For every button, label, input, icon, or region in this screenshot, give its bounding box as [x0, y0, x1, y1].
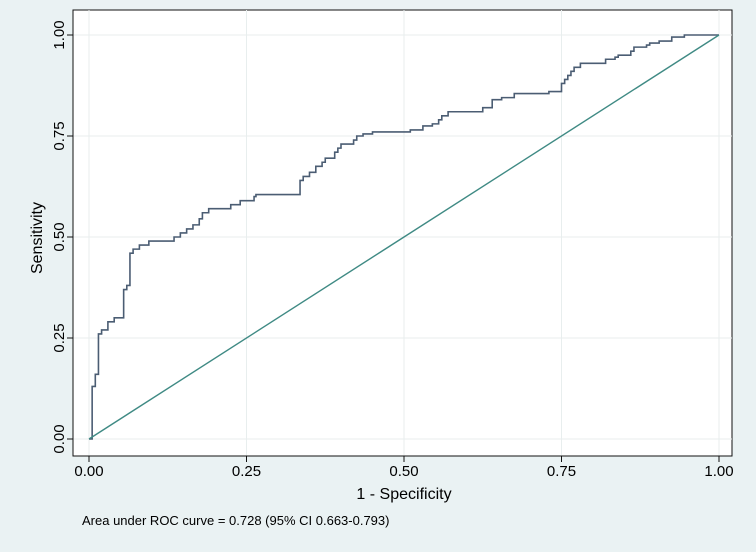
plot-area — [72, 9, 733, 457]
auc-note: Area under ROC curve = 0.728 (95% CI 0.6… — [82, 513, 389, 528]
data-series — [88, 34, 720, 440]
y-tick-label: 0.00 — [51, 424, 68, 453]
reference-line — [88, 34, 720, 440]
x-axis-title: 1 - Specificity — [356, 486, 451, 503]
y-tick-label: 0.25 — [51, 323, 68, 352]
y-axis-title: Sensitivity — [29, 202, 46, 274]
axes — [72, 10, 732, 457]
roc-curve-line — [89, 34, 719, 440]
x-tick-label: 0.25 — [232, 463, 261, 480]
y-axis-ticks: 0.00 0.25 0.50 0.75 1.00 — [51, 20, 73, 454]
x-tick-label: 0.75 — [547, 463, 576, 480]
y-tick-label: 0.50 — [51, 222, 68, 251]
y-tick-label: 1.00 — [51, 20, 68, 49]
x-tick-label: 0.00 — [74, 463, 103, 480]
x-axis-ticks: 0.00 0.25 0.50 0.75 1.00 — [74, 456, 734, 480]
x-tick-label: 1.00 — [704, 463, 733, 480]
y-tick-label: 0.75 — [51, 121, 68, 150]
gridlines — [73, 10, 732, 456]
x-tick-label: 0.50 — [389, 463, 418, 480]
